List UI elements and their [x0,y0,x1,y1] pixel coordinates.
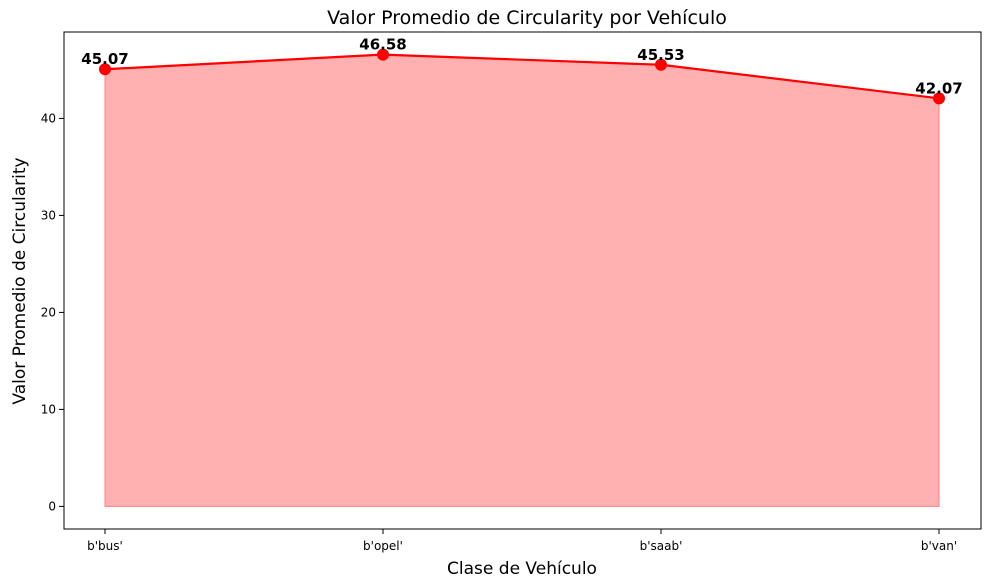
x-tick-label: b'bus' [87,539,123,553]
x-tick-label: b'saab' [640,539,683,553]
data-label: 45.53 [637,46,684,64]
x-tick-label: b'van' [921,539,957,553]
x-tick-label: b'opel' [363,539,403,553]
data-point [655,58,667,71]
x-axis: b'bus' b'opel' b'saab' b'van' [87,529,957,553]
y-tick-label: 10 [41,402,56,416]
plot-frame [63,31,982,530]
data-label: 42.07 [915,79,962,97]
data-label: 45.07 [81,50,128,68]
chart-title: Valor Promedio de Circularity por Vehícu… [327,7,727,29]
y-tick-label: 30 [41,208,56,222]
y-tick-label: 20 [41,305,56,319]
y-axis: 0 10 20 30 40 [41,111,64,513]
data-point [933,92,945,105]
area-fill [104,54,940,507]
series-marks: 45.07 46.58 45.53 42.07 [81,36,963,105]
area-layer [104,54,940,507]
x-axis-label: Clase de Vehículo [447,559,597,579]
data-point [377,48,389,61]
y-tick-label: 40 [41,111,56,125]
data-point [99,63,111,76]
series-line [104,53,940,100]
data-label: 46.58 [359,36,406,54]
y-axis-label: Valor Promedio de Circularity [10,157,30,404]
y-tick-label: 0 [48,499,56,513]
